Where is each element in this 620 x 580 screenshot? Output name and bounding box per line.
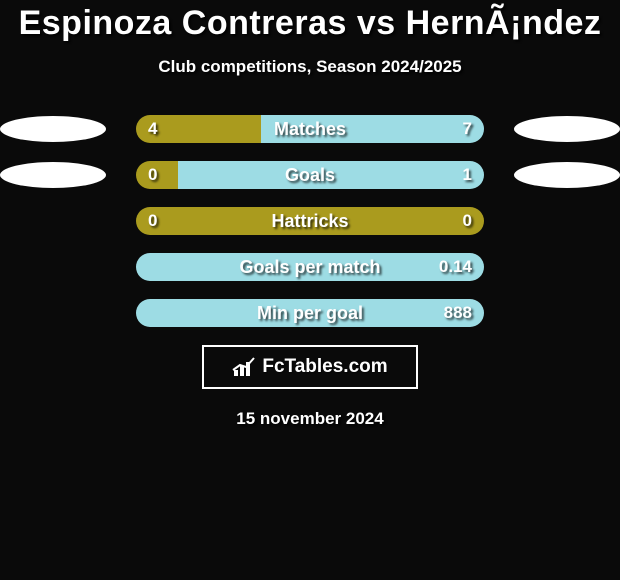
- bar-chart-icon: [232, 356, 256, 378]
- page-title: Espinoza Contreras vs HernÃ¡ndez: [0, 4, 620, 43]
- stat-row: Goals01: [0, 161, 620, 189]
- left-spacer: [0, 208, 106, 234]
- left-team-marker: [0, 162, 106, 188]
- stat-row: Matches47: [0, 115, 620, 143]
- stat-bar-right-segment: [261, 115, 484, 143]
- comparison-card: Espinoza Contreras vs HernÃ¡ndez Club co…: [0, 0, 620, 429]
- brand-logo: FcTables.com: [232, 356, 387, 378]
- stat-bar: Hattricks00: [136, 207, 484, 235]
- stat-bar-left-segment: [136, 207, 484, 235]
- stat-row: Goals per match0.14: [0, 253, 620, 281]
- right-team-marker: [514, 162, 620, 188]
- stat-rows: Matches47 Goals01 Hattricks00 Goals per mat…: [0, 115, 620, 327]
- stat-bar-right-segment: [178, 161, 484, 189]
- stat-bar-right-segment: [136, 253, 484, 281]
- left-spacer: [0, 254, 106, 280]
- stat-bar: Min per goal888: [136, 299, 484, 327]
- left-spacer: [0, 300, 106, 326]
- right-spacer: [514, 208, 620, 234]
- brand-logo-box: FcTables.com: [202, 345, 418, 389]
- stat-bar-left-segment: [136, 115, 261, 143]
- stat-bar: Matches47: [136, 115, 484, 143]
- date-text: 15 november 2024: [0, 409, 620, 429]
- right-spacer: [514, 300, 620, 326]
- stat-row: Hattricks00: [0, 207, 620, 235]
- left-team-marker: [0, 116, 106, 142]
- right-spacer: [514, 254, 620, 280]
- stat-bar-right-segment: [136, 299, 484, 327]
- stat-bar: Goals per match0.14: [136, 253, 484, 281]
- stat-row: Min per goal888: [0, 299, 620, 327]
- right-team-marker: [514, 116, 620, 142]
- page-subtitle: Club competitions, Season 2024/2025: [0, 57, 620, 77]
- stat-bar-left-segment: [136, 161, 178, 189]
- brand-logo-text: FcTables.com: [262, 356, 387, 378]
- stat-bar: Goals01: [136, 161, 484, 189]
